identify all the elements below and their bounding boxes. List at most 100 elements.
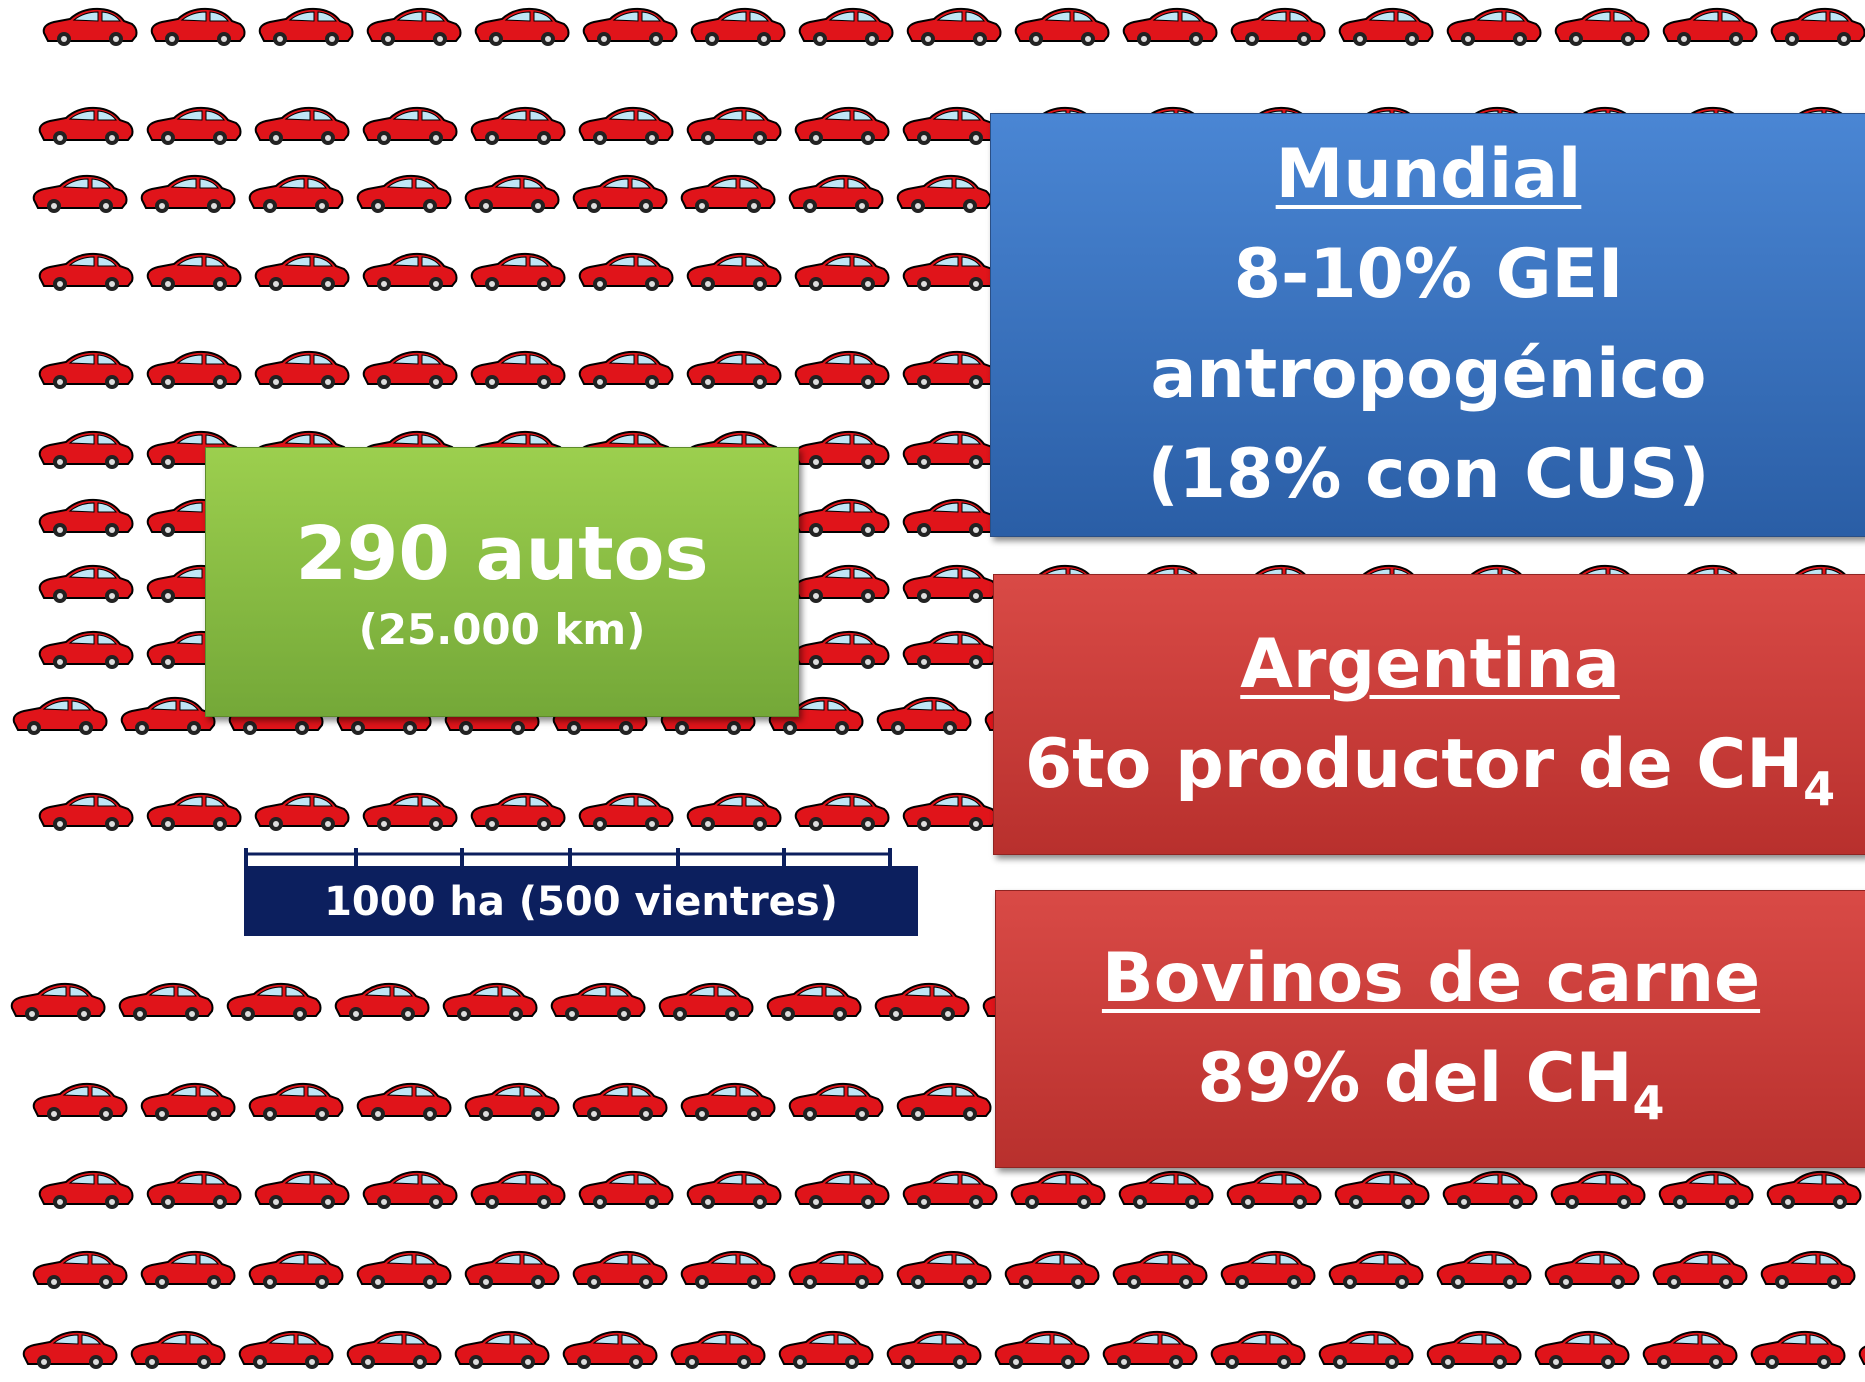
car-icon xyxy=(688,254,781,291)
car-icon xyxy=(580,108,673,145)
car-icon xyxy=(584,9,677,46)
argentina-heading: Argentina xyxy=(994,615,1865,715)
car-icon xyxy=(358,1084,451,1121)
car-icon xyxy=(790,1252,883,1289)
argentina-text: 6to productor de CH xyxy=(1025,725,1803,804)
car-icon xyxy=(444,984,537,1021)
car-icon xyxy=(1762,1252,1855,1289)
car-icon xyxy=(1212,1332,1305,1369)
car-icon xyxy=(1654,1252,1747,1289)
car-icon xyxy=(472,352,565,389)
car-icon xyxy=(1340,9,1433,46)
car-icon xyxy=(904,632,997,669)
car-icon xyxy=(682,176,775,213)
car-icon xyxy=(472,108,565,145)
car-icon xyxy=(996,1332,1089,1369)
car-icon xyxy=(790,1084,883,1121)
scale-bar: 1000 ha (500 vientres) xyxy=(240,848,930,940)
car-icon xyxy=(256,108,349,145)
car-icon xyxy=(1016,9,1109,46)
car-icon xyxy=(904,500,997,537)
car-icon xyxy=(148,108,241,145)
car-icon xyxy=(574,176,667,213)
car-icon xyxy=(898,176,991,213)
car-icon xyxy=(260,9,353,46)
car-icon xyxy=(256,1172,349,1209)
car-icon xyxy=(1772,9,1865,46)
car-icon xyxy=(472,254,565,291)
car-icon xyxy=(1768,1172,1861,1209)
slide: 290 autos (25.000 km) 1000 ha (500 vient… xyxy=(0,0,1865,1382)
car-icon xyxy=(364,108,457,145)
car-icon xyxy=(904,108,997,145)
car-icon xyxy=(688,794,781,831)
car-icon xyxy=(580,352,673,389)
car-icon xyxy=(1552,1172,1645,1209)
car-icon xyxy=(688,352,781,389)
beef-heading: Bovinos de carne xyxy=(996,929,1865,1029)
car-icon xyxy=(1660,1172,1753,1209)
car-icon xyxy=(682,1084,775,1121)
car-icon xyxy=(908,9,1001,46)
car-icon xyxy=(898,1084,991,1121)
car-icon xyxy=(904,566,997,603)
car-icon xyxy=(1012,1172,1105,1209)
car-icon xyxy=(142,1084,235,1121)
car-icon xyxy=(368,9,461,46)
car-icon xyxy=(1438,1252,1531,1289)
car-icon xyxy=(40,254,133,291)
car-icon xyxy=(40,1172,133,1209)
car-icon xyxy=(44,9,137,46)
car-icon xyxy=(898,1252,991,1289)
car-icon xyxy=(1114,1252,1207,1289)
car-icon xyxy=(456,1332,549,1369)
distance: (25.000 km) xyxy=(206,602,798,658)
car-icon xyxy=(364,794,457,831)
car-icon xyxy=(472,794,565,831)
car-icon xyxy=(1232,9,1325,46)
car-icon xyxy=(148,1172,241,1209)
beef-text: 89% del CH xyxy=(1197,1039,1632,1118)
car-count: 290 autos xyxy=(206,506,798,602)
car-icon xyxy=(574,1084,667,1121)
car-icon xyxy=(904,1172,997,1209)
car-icon xyxy=(1444,1172,1537,1209)
car-icon xyxy=(1330,1252,1423,1289)
car-icon xyxy=(228,984,321,1021)
world-heading: Mundial xyxy=(991,125,1865,225)
subscript: 4 xyxy=(1803,762,1835,816)
scale-label: 1000 ha (500 vientres) xyxy=(324,879,838,925)
car-icon xyxy=(358,176,451,213)
car-icon xyxy=(1228,1172,1321,1209)
car-icon xyxy=(552,984,645,1021)
car-icon xyxy=(152,9,245,46)
car-icon xyxy=(1104,1332,1197,1369)
car-icon xyxy=(336,984,429,1021)
car-icon xyxy=(574,1252,667,1289)
car-icon xyxy=(692,9,785,46)
car-icon xyxy=(688,108,781,145)
car-icon xyxy=(796,566,889,603)
car-icon xyxy=(358,1252,451,1289)
car-icon xyxy=(250,176,343,213)
car-icon xyxy=(132,1332,225,1369)
car-icon xyxy=(1120,1172,1213,1209)
car-icon xyxy=(580,794,673,831)
car-icon xyxy=(40,794,133,831)
car-icon xyxy=(34,176,127,213)
car-icon xyxy=(250,1252,343,1289)
car-icon xyxy=(1428,1332,1521,1369)
car-icon xyxy=(800,9,893,46)
car-icon xyxy=(466,176,559,213)
car-icon xyxy=(1546,1252,1639,1289)
car-icon xyxy=(1860,1332,1865,1369)
car-icon xyxy=(1644,1332,1737,1369)
car-icon xyxy=(660,984,753,1021)
car-icon xyxy=(1556,9,1649,46)
car-icon xyxy=(120,984,213,1021)
herd-box: 290 autos (25.000 km) xyxy=(205,447,799,717)
car-icon xyxy=(240,1332,333,1369)
car-icon xyxy=(40,500,133,537)
car-icon xyxy=(790,176,883,213)
car-icon xyxy=(14,698,107,735)
